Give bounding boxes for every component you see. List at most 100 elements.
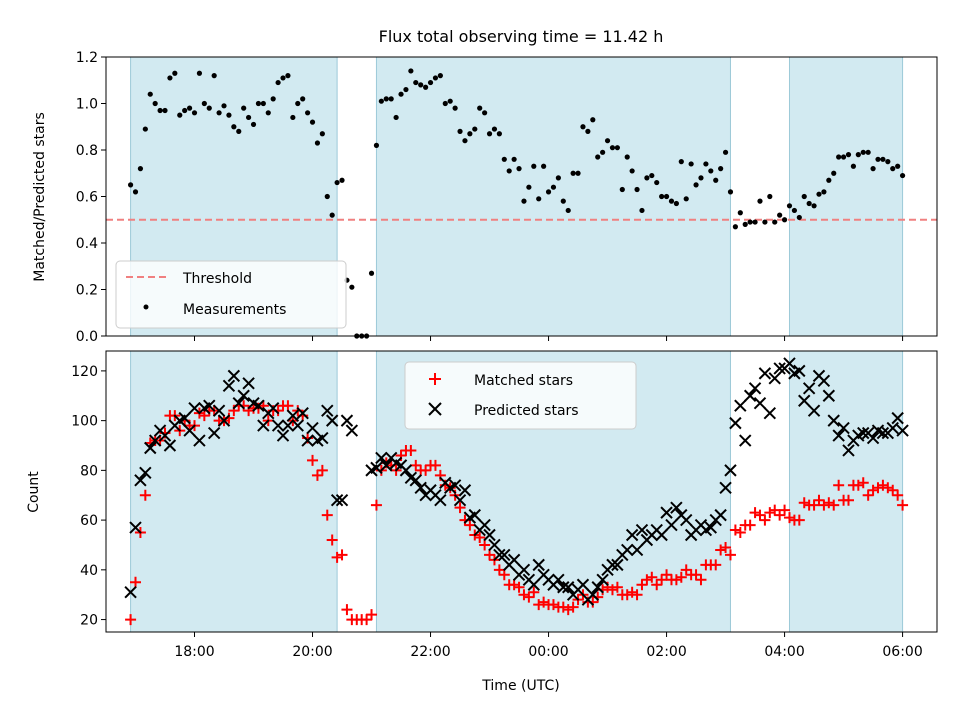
measurement-point [845,152,852,158]
predicted-point [606,558,619,572]
matched-point [636,579,648,591]
matched-point [793,514,805,526]
measurement-point [840,154,847,160]
measurement-point [413,79,419,86]
measurement-point [678,159,684,165]
measurement-point [201,100,207,107]
measurement-point [639,207,645,214]
matched-point [833,479,845,491]
measurement-point [732,224,738,230]
measurement-point [147,91,153,97]
predicted-point [399,464,413,477]
x-axis-label: Time (UTC) [481,678,559,694]
measurement-point [462,138,468,144]
measurement-point [850,163,857,169]
measurement-point [752,219,758,225]
measurement-point [477,105,483,111]
predicted-point [448,479,462,492]
predicted-point [670,501,683,514]
observing-window [789,57,903,336]
measurement-point [801,193,807,200]
predicted-point [335,493,349,507]
measurement-point [452,105,458,111]
predicted-point [625,528,639,542]
matched-point [852,479,864,491]
predicted-point [842,444,855,457]
matched-point [695,574,707,586]
measurement-point [162,107,168,114]
measurement-point [324,193,330,200]
predicted-point [748,382,762,395]
predicted-point [665,518,678,532]
measurement-point [378,98,384,104]
matched-point [474,532,486,544]
measurement-point [560,198,566,204]
matched-point [818,499,830,511]
measurement-point [634,186,640,193]
measurement-point [781,217,788,223]
measurement-point [236,128,242,134]
plot-frame [105,350,938,633]
predicted-point [837,421,850,435]
matched-point [882,482,894,494]
measurement-point [437,73,443,79]
measurement-point [826,177,832,183]
matched-point [783,512,795,524]
measurement-point [811,203,817,209]
measurement-point [295,100,301,107]
matched-point [307,454,319,466]
matched-point [842,494,854,506]
predicted-point [271,419,285,432]
measurement-point [467,131,473,137]
y-tick-label: 40 [80,563,98,579]
measurement-point [595,154,601,160]
predicted-point [729,416,742,430]
measurement-point [580,124,586,130]
matched-point [508,579,520,591]
matched-point [493,564,505,576]
predicted-point [222,379,236,393]
predicted-point [370,461,383,475]
matched-point [744,519,756,531]
observing-windows [130,57,904,336]
predicted-point [660,506,673,519]
x-tick-label: 06:00 [882,644,922,660]
legend: Matched stars Predicted stars [404,361,637,430]
predicted-point [163,439,177,452]
predicted-point [321,404,334,417]
measurement-point [260,100,266,107]
predicted-point [276,429,290,442]
matched-point [641,574,653,586]
measurement-point [831,170,837,176]
x-tick-label: 22:00 [410,644,450,660]
y-tick-label: 20 [80,613,98,629]
matched-point [311,469,323,481]
measurement-point [619,186,625,193]
measurement-point [708,168,714,174]
matched-point [464,519,476,531]
measurement-point [383,96,389,102]
x-tick-label: 20:00 [292,644,332,660]
matched-point [405,444,417,456]
predicted-point [183,424,196,437]
measurement-point [703,161,709,167]
matched-point [720,541,732,553]
y-tick-label: 100 [71,414,98,430]
matched-point [331,551,343,563]
observing-window [789,351,903,632]
matched-point [533,599,545,611]
matched-point [484,549,496,561]
predicted-point [242,377,255,390]
measurement-point [408,68,414,74]
measurement-point [172,70,178,76]
legend-label: Measurements [183,302,286,318]
predicted-point [557,581,570,594]
predicted-point [493,548,506,562]
measurement-point [398,91,404,97]
predicted-point [281,419,295,432]
predicted-point [207,426,221,440]
measurement-point [250,121,257,128]
matched-point [798,497,810,509]
predicted-point [139,466,152,480]
